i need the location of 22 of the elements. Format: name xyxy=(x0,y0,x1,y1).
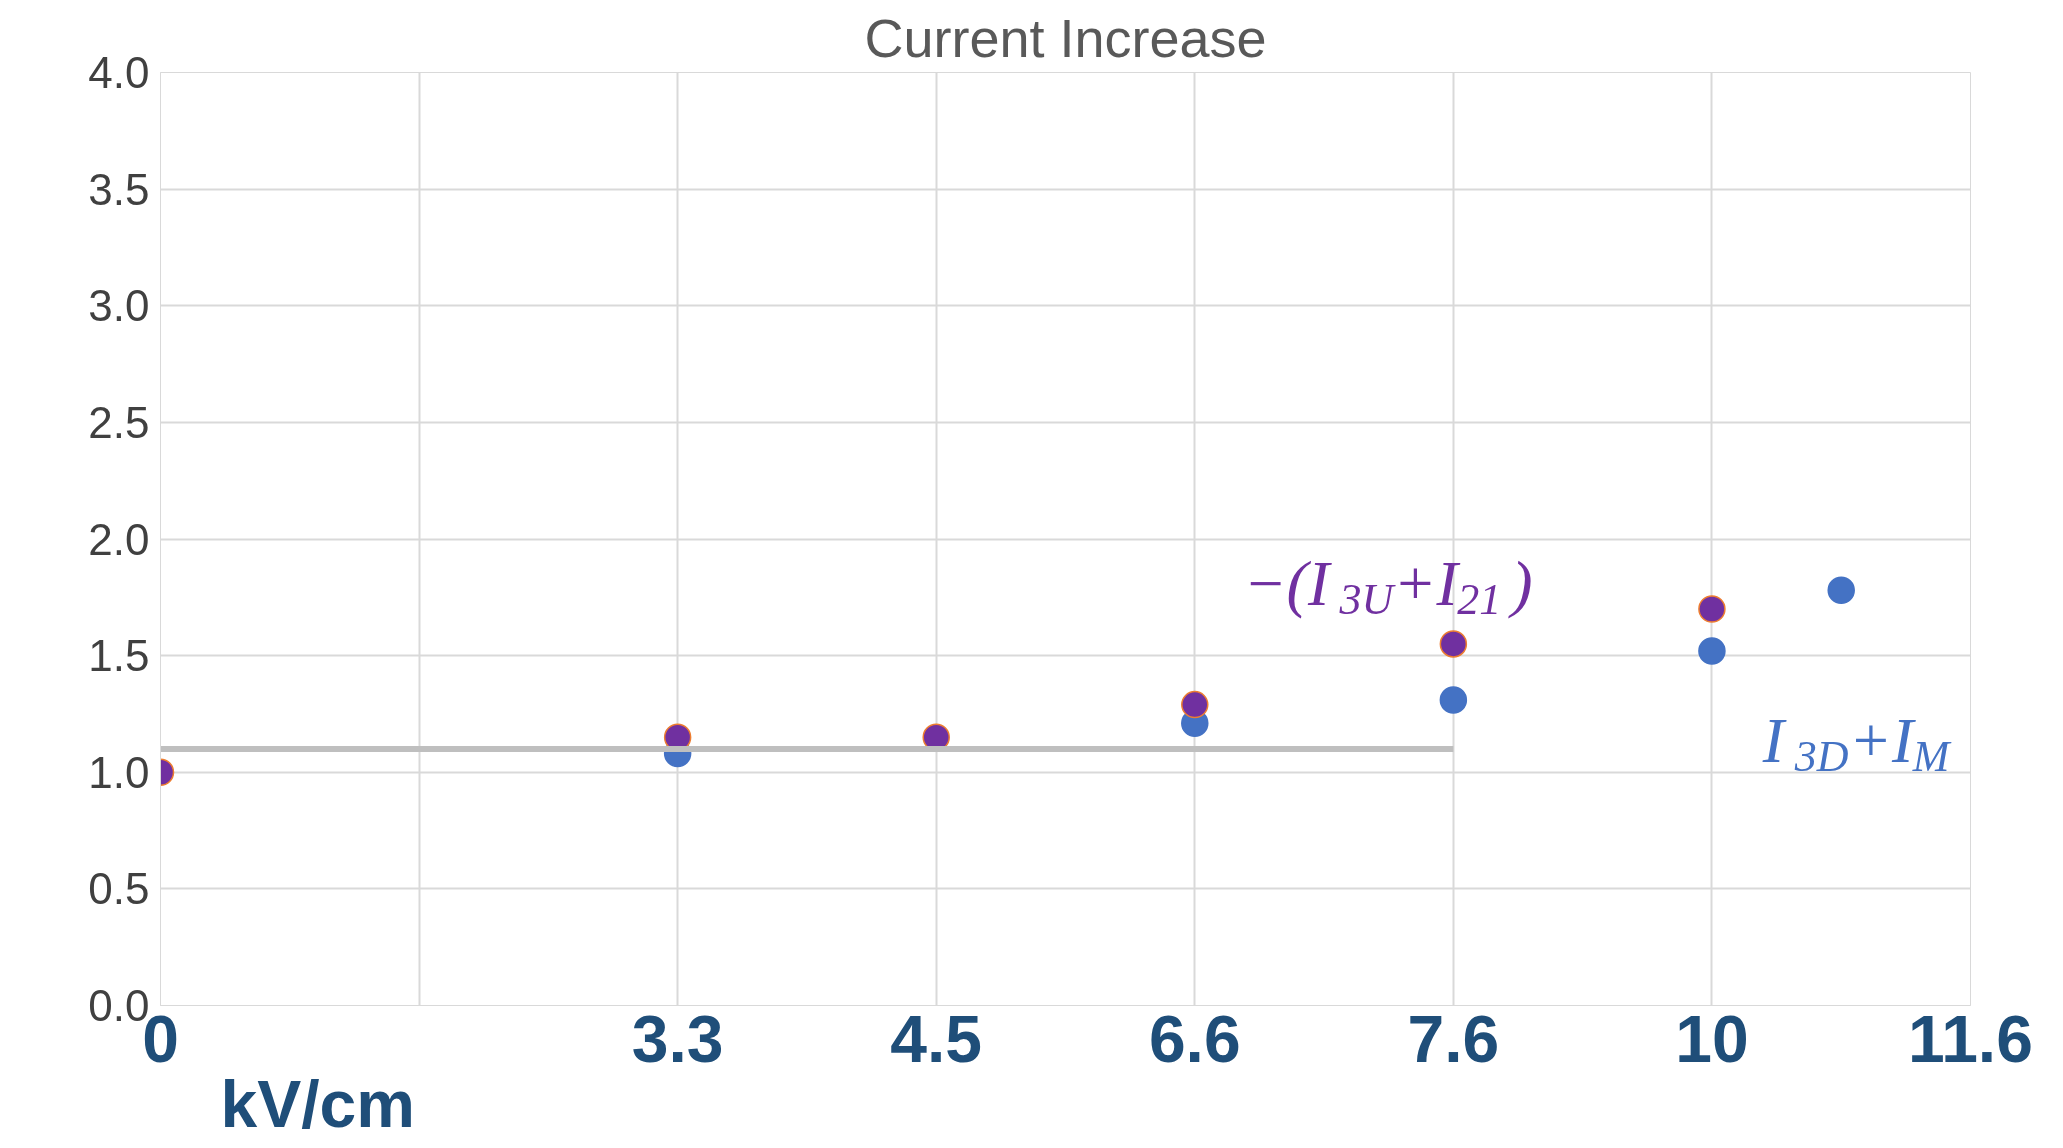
y-tick-label: 3.0 xyxy=(88,281,150,331)
y-tick-label: 0.5 xyxy=(88,864,150,914)
x-tick-label: 6.6 xyxy=(1148,1001,1241,1076)
chart-title: Current Increase xyxy=(864,7,1267,68)
y-tick-label: 3.5 xyxy=(88,164,150,214)
x-tick-label: 7.6 xyxy=(1407,1001,1500,1076)
y-tick-label: 4.0 xyxy=(88,48,150,97)
x-tick-label: 11.6 xyxy=(1908,1001,2033,1076)
y-tick-label: 1.5 xyxy=(88,631,150,681)
x-tick-label: 4.5 xyxy=(890,1001,983,1076)
x-tick-label: 3.3 xyxy=(631,1001,724,1076)
y-tick-label: 1.0 xyxy=(88,747,150,797)
y-tick-label: 2.5 xyxy=(88,397,150,447)
point xyxy=(1439,686,1468,714)
x-tick-label: 10 xyxy=(1675,1001,1749,1076)
x-axis-title: kV/cm xyxy=(220,1066,415,1141)
y-tick-label: 2.0 xyxy=(88,514,150,564)
point xyxy=(1439,630,1468,658)
point xyxy=(1698,595,1726,623)
point xyxy=(1698,637,1726,665)
point xyxy=(1181,690,1209,719)
point xyxy=(1827,576,1855,605)
